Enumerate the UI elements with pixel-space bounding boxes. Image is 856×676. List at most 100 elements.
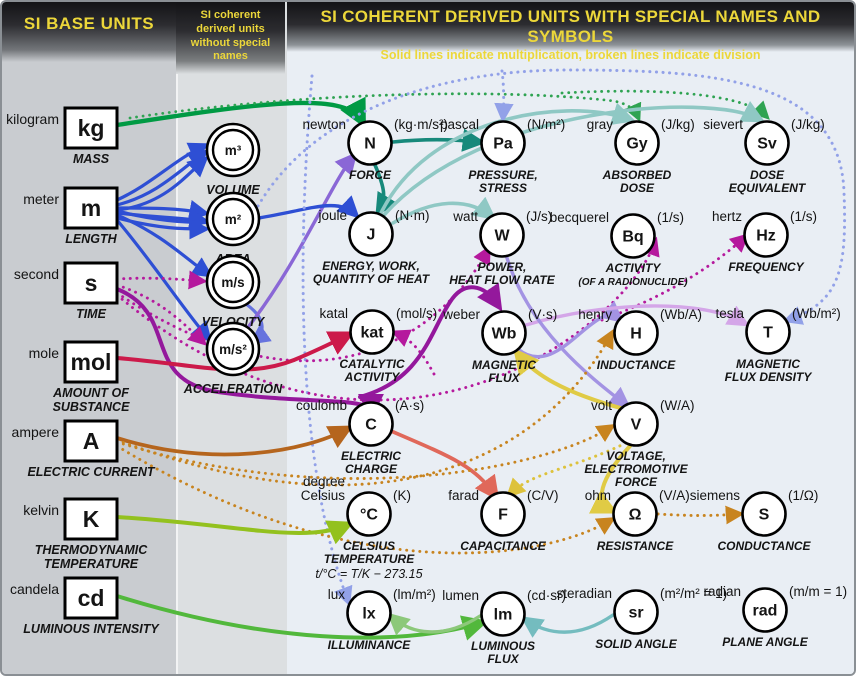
label: hertz — [712, 209, 742, 224]
edge-J-Sv-multiplication — [382, 101, 766, 217]
label: newton — [302, 117, 346, 132]
label: H — [630, 326, 642, 343]
label: C — [365, 417, 377, 434]
label: FLUX — [487, 652, 519, 666]
label: sievert — [703, 117, 743, 132]
label: DOSE — [620, 181, 655, 195]
header-named-derived-subtitle: Solid lines indicate multiplication, bro… — [380, 48, 761, 62]
header-named-derived-title: SI COHERENT DERIVED UNITS WITH SPECIAL N… — [320, 7, 821, 46]
edge-Wb-T-multiplication — [524, 304, 750, 327]
label: ELECTRIC — [341, 449, 401, 463]
label: coulomb — [296, 398, 347, 413]
label: V — [631, 417, 642, 434]
header-unnamed-derived-label: SI coherent derived units without specia… — [190, 9, 271, 63]
label: VOLTAGE, — [606, 449, 666, 463]
label: (1/Ω) — [788, 488, 818, 503]
label: ELECTROMOTIVE — [584, 462, 688, 476]
label: THERMODYNAMIC — [35, 543, 148, 557]
edge-V-Wb-multiplication — [513, 347, 626, 411]
label: (Wb/m²) — [792, 306, 841, 321]
label: (V/A) — [659, 488, 690, 503]
edge-s-m_s-division — [115, 270, 208, 290]
label: EQUIVALENT — [729, 181, 807, 195]
label: FLUX — [488, 371, 520, 385]
label: TEMPERATURE — [44, 557, 139, 571]
label: F — [498, 507, 508, 524]
label: t/°C = T/K − 273.15 — [315, 567, 422, 581]
label: TEMPERATURE — [324, 552, 415, 566]
label: (J/s) — [526, 209, 552, 224]
derived-unnamed-acceleration: m/s² ACCELERATION — [183, 321, 283, 396]
label: VOLUME — [206, 183, 260, 197]
edge-s-W-division — [115, 245, 491, 363]
label: SUBSTANCE — [53, 400, 131, 414]
label: MAGNETIC — [736, 357, 800, 371]
edge-K-degC-multiplication — [115, 515, 355, 545]
label: TIME — [76, 307, 107, 321]
label: steradian — [556, 586, 612, 601]
label: CELSIUS — [343, 539, 395, 553]
edge-m2-lx-division — [301, 74, 353, 607]
label: (m²/m² = 1) — [660, 586, 727, 601]
label: kelvin — [23, 502, 59, 518]
label: sr — [628, 605, 643, 622]
label: (1/s) — [657, 210, 684, 225]
label: ILLUMINANCE — [328, 638, 412, 652]
label: (OF A RADIONUCLIDE) — [578, 277, 688, 288]
edge-m2-Pa-division — [494, 69, 514, 123]
edge-V-F-division — [505, 441, 628, 499]
label: ENERGY, WORK, — [322, 259, 420, 273]
label: joule — [317, 208, 347, 223]
label: Bq — [622, 229, 643, 246]
label: Sv — [757, 136, 777, 153]
label: (1/s) — [790, 209, 817, 224]
edge-kg-N-multiplication — [114, 96, 366, 129]
label: T — [763, 325, 773, 342]
edge-lm-lx-multiplication — [387, 612, 482, 636]
label: pascal — [440, 117, 479, 132]
edge-J-W-multiplication — [391, 196, 497, 225]
label: SOLID ANGLE — [595, 637, 678, 651]
label: K — [83, 506, 100, 532]
edge-mol-kat-multiplication — [115, 331, 355, 372]
derived-unit-radian: rad radian (m/m = 1) PLANE ANGLE — [703, 584, 847, 649]
header-named-derived: SI COHERENT DERIVED UNITS WITH SPECIAL N… — [287, 2, 854, 62]
label: ACCELERATION — [183, 382, 283, 396]
label: CONDUCTANCE — [717, 539, 811, 553]
label: (K) — [393, 488, 411, 503]
derived-unit-lux: lx lux (lm/m²) ILLUMINANCE — [328, 587, 436, 652]
edge-sr-lm-multiplication — [520, 613, 615, 638]
edge-N-Pa-multiplication — [391, 128, 486, 152]
label: second — [14, 266, 59, 282]
label: lux — [328, 587, 346, 602]
derived-unit-becquerel: Bq becquerel (1/s) ACTIVITY (OF A RADIONUCLI… — [550, 210, 689, 288]
label: A — [83, 428, 100, 454]
label: LUMINOUS — [471, 639, 535, 653]
label: volt — [591, 398, 612, 413]
label: FORCE — [349, 168, 392, 182]
label: m — [81, 195, 101, 221]
label: RESISTANCE — [597, 539, 674, 553]
label: (J/kg) — [661, 117, 695, 132]
label: LUMINOUS INTENSITY — [23, 622, 160, 636]
label: PRESSURE, — [468, 168, 537, 182]
label: (W/A) — [660, 398, 695, 413]
label: m² — [225, 212, 242, 227]
label: Celsius — [301, 488, 346, 503]
label: candela — [10, 581, 59, 597]
label: m/s — [221, 275, 244, 290]
label: meter — [23, 191, 59, 207]
label: (mol/s) — [396, 306, 437, 321]
